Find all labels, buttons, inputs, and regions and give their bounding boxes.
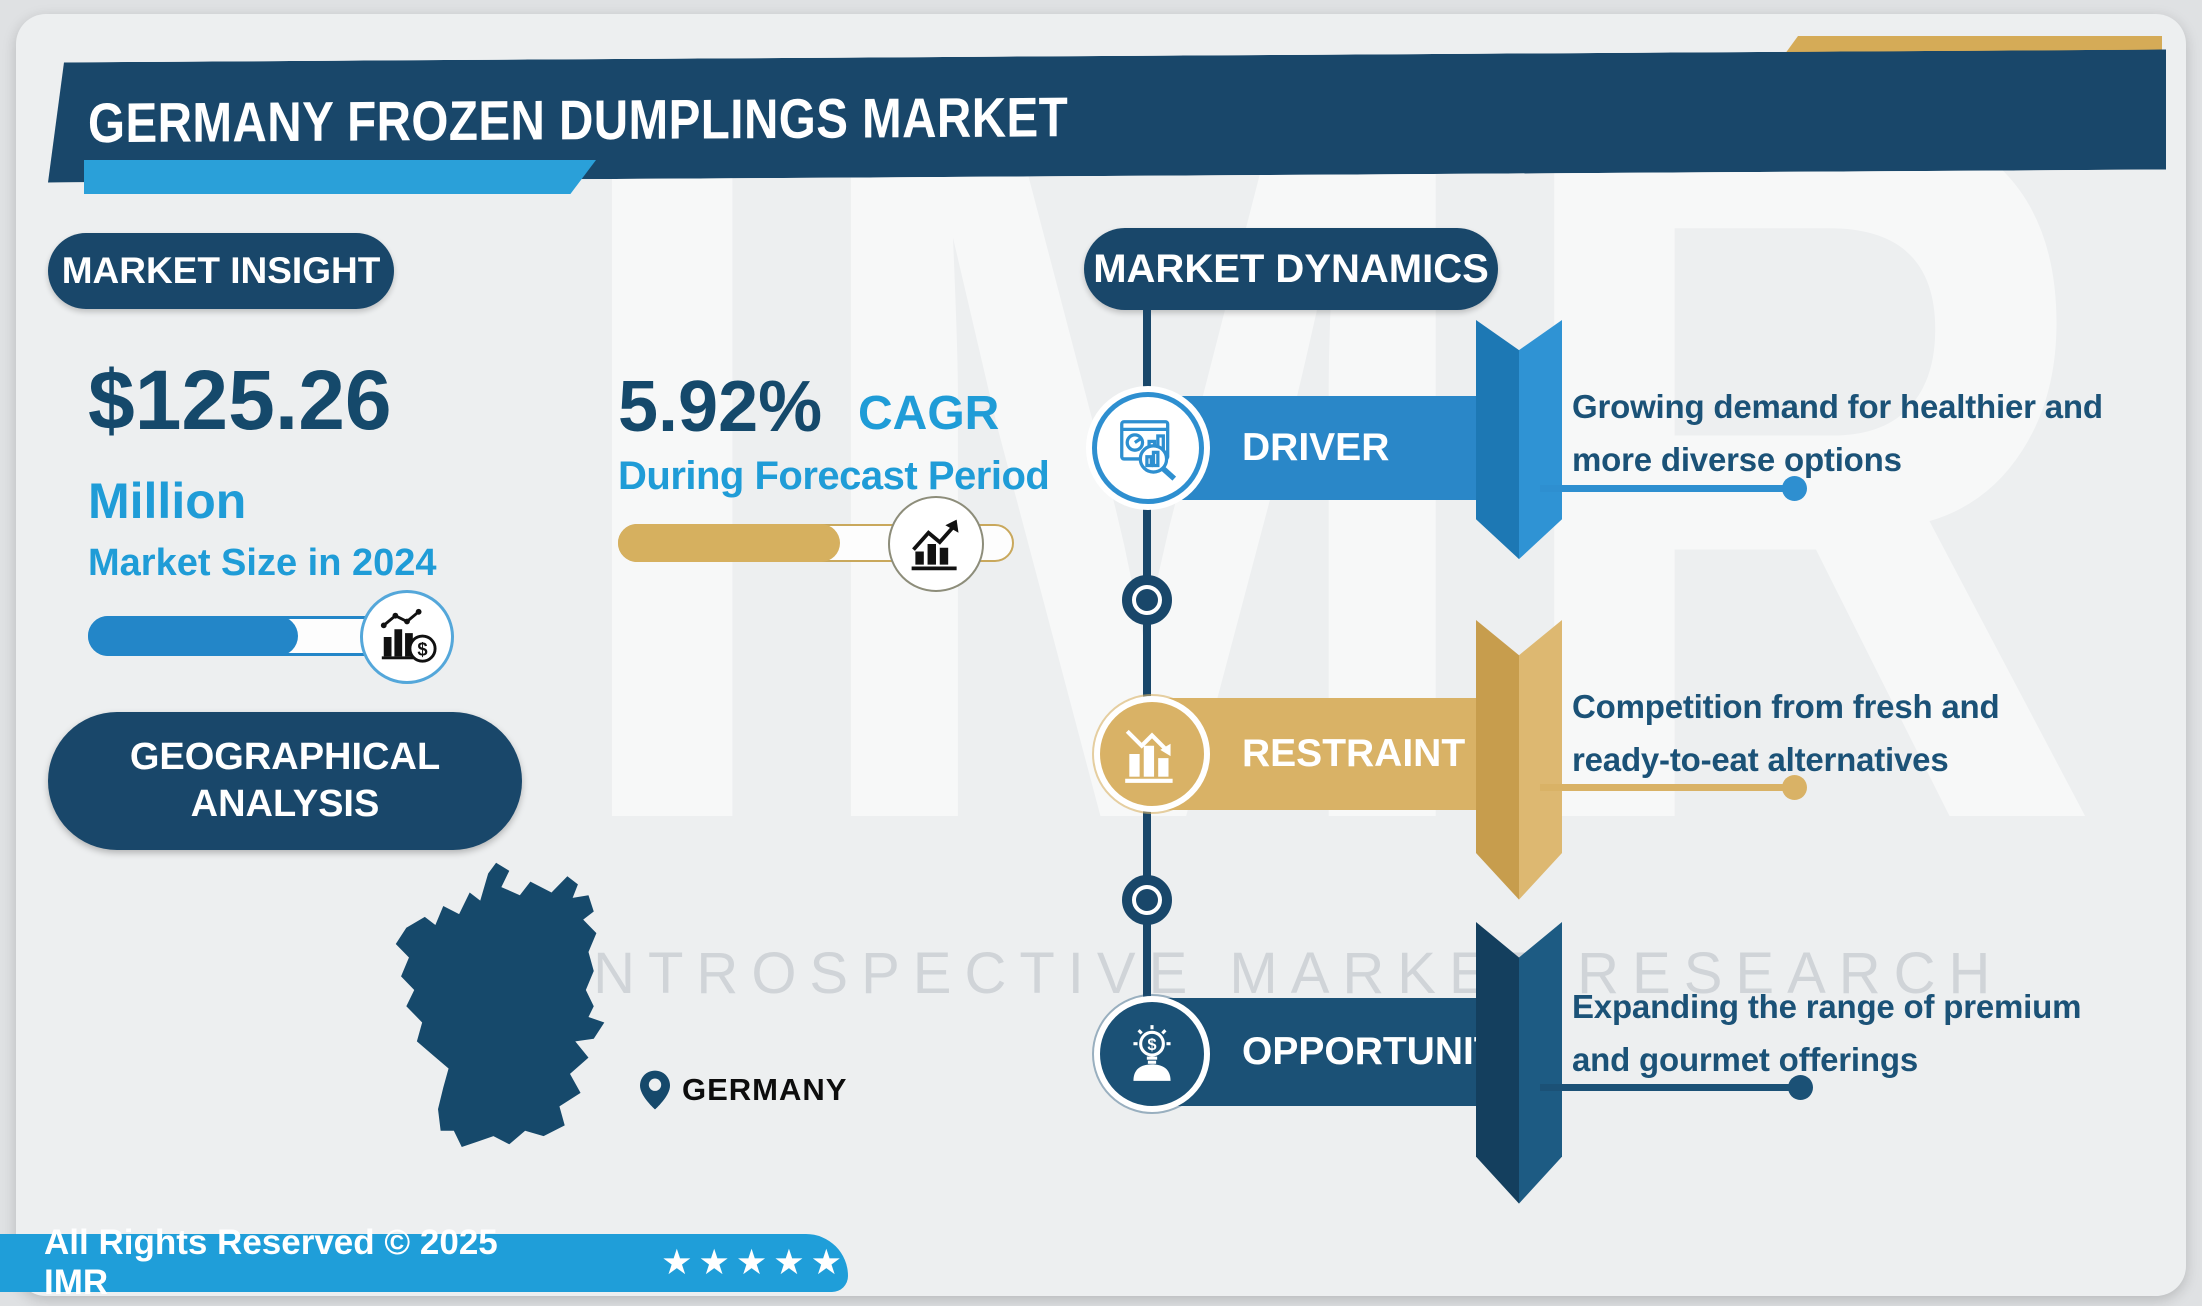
copyright-text: All Rights Reserved © 2025 IMR [44, 1223, 498, 1302]
svg-text:$: $ [417, 638, 427, 659]
market-size-progress-fill [88, 616, 298, 656]
driver-description: Growing demand for healthier and more di… [1572, 388, 2103, 478]
germany-map [395, 862, 605, 1148]
footer-bar: All Rights Reserved © 2025 IMR ★★★★★ [0, 1223, 848, 1302]
star-rating: ★★★★★ [661, 1243, 848, 1282]
restraint-ribbon [1476, 620, 1562, 900]
driver-underline [1540, 485, 1798, 492]
blue-accent-bar [84, 160, 596, 194]
cagr-progress-fill [618, 524, 840, 562]
analytics-magnifier-icon [1092, 392, 1204, 504]
market-size-unit: Million [88, 473, 247, 529]
opportunity-ribbon [1476, 922, 1562, 1204]
bar-chart-dollar-icon: $ [360, 590, 454, 684]
market-size-caption: Market Size in 2024 [88, 542, 437, 584]
country-label: GERMANY [682, 1072, 848, 1107]
cagr-caption: During Forecast Period [618, 454, 1050, 498]
market-size-value: $125.26 [88, 353, 392, 447]
opportunity-dot [1788, 1075, 1813, 1100]
idea-bulb-icon: $ [1094, 996, 1210, 1112]
driver-ribbon [1476, 320, 1562, 560]
market-dynamics-pill[interactable]: MARKET DYNAMICS [1084, 228, 1498, 310]
timeline-node-2 [1122, 875, 1172, 925]
location-pin-icon [640, 1070, 670, 1110]
driver-dot [1782, 476, 1807, 501]
declining-chart-icon [1094, 696, 1210, 812]
timeline-node-1 [1122, 575, 1172, 625]
driver-banner: DRIVER [1150, 396, 1482, 500]
restraint-dot [1782, 775, 1807, 800]
cagr-value: 5.92% [618, 367, 823, 447]
timeline-line [1143, 306, 1151, 1058]
opportunity-description: Expanding the range of premium and gourm… [1572, 988, 2082, 1078]
country-marker: GERMANY [640, 1070, 847, 1110]
cagr-label: CAGR [858, 387, 1000, 440]
opportunity-underline [1540, 1084, 1804, 1091]
restraint-description: Competition from fresh and ready-to-eat … [1572, 688, 2000, 778]
brand-watermark-line: INTROSPECTIVE MARKET RESEARCH [564, 941, 2004, 1006]
main-panel: IMR INTROSPECTIVE MARKET RESEARCH GERMAN… [16, 14, 2186, 1296]
restraint-underline [1540, 784, 1798, 791]
page-title: GERMANY FROZEN DUMPLINGS MARKET [88, 84, 1069, 154]
svg-text:$: $ [1147, 1036, 1156, 1054]
market-insight-pill[interactable]: MARKET INSIGHT [48, 233, 394, 309]
geographical-analysis-button[interactable]: GEOGRAPHICAL ANALYSIS [48, 712, 522, 850]
growth-arrow-icon [888, 496, 984, 592]
